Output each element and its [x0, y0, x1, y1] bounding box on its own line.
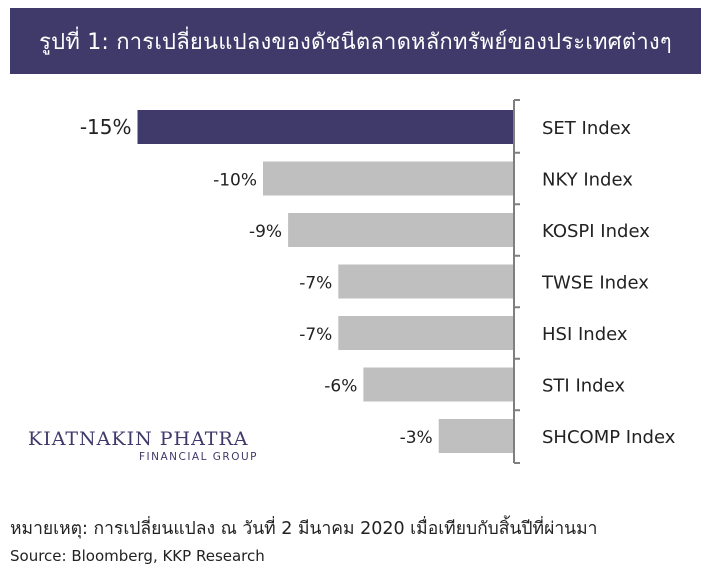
value-label: -3% [400, 428, 433, 448]
category-label: SET Index [542, 118, 631, 139]
company-logo: KIATNAKIN PHATRA FINANCIAL GROUP [28, 428, 268, 463]
chart-title: รูปที่ 1: การเปลี่ยนแปลงของดัชนีตลาดหลัก… [39, 29, 672, 55]
source-note: Source: Bloomberg, KKP Research [10, 547, 265, 565]
category-label: NKY Index [542, 170, 633, 191]
logo-sub-text: FINANCIAL GROUP [138, 451, 258, 463]
value-label: -7% [299, 274, 332, 294]
title-banner: รูปที่ 1: การเปลี่ยนแปลงของดัชนีตลาดหลัก… [10, 8, 701, 74]
bar-chart: -15% SET Index -10% NKY Index -9% KOSPI Index… [80, 99, 676, 464]
category-label: HSI Index [542, 324, 628, 345]
logo-main-text: KIATNAKIN PHATRA [28, 428, 249, 450]
value-label: -6% [324, 377, 357, 397]
bar-hsi-index [338, 316, 514, 350]
category-label: SHCOMP Index [542, 427, 676, 448]
category-label: TWSE Index [541, 273, 649, 294]
bar-nky-index [263, 161, 514, 196]
value-label: -15% [80, 115, 132, 139]
value-label: -10% [213, 171, 257, 191]
bar-sti-index [363, 367, 514, 402]
bar-shcomp-index [438, 419, 514, 453]
footnote: หมายเหตุ: การเปลี่ยนแปลง ณ วันที่ 2 มีนา… [10, 519, 598, 539]
value-label: -7% [299, 325, 332, 345]
bar-set-index [137, 110, 514, 144]
value-label: -9% [249, 222, 282, 242]
category-label: KOSPI Index [542, 221, 650, 242]
category-label: STI Index [542, 376, 625, 397]
bar-twse-index [338, 264, 514, 299]
bar-kospi-index [288, 213, 514, 247]
